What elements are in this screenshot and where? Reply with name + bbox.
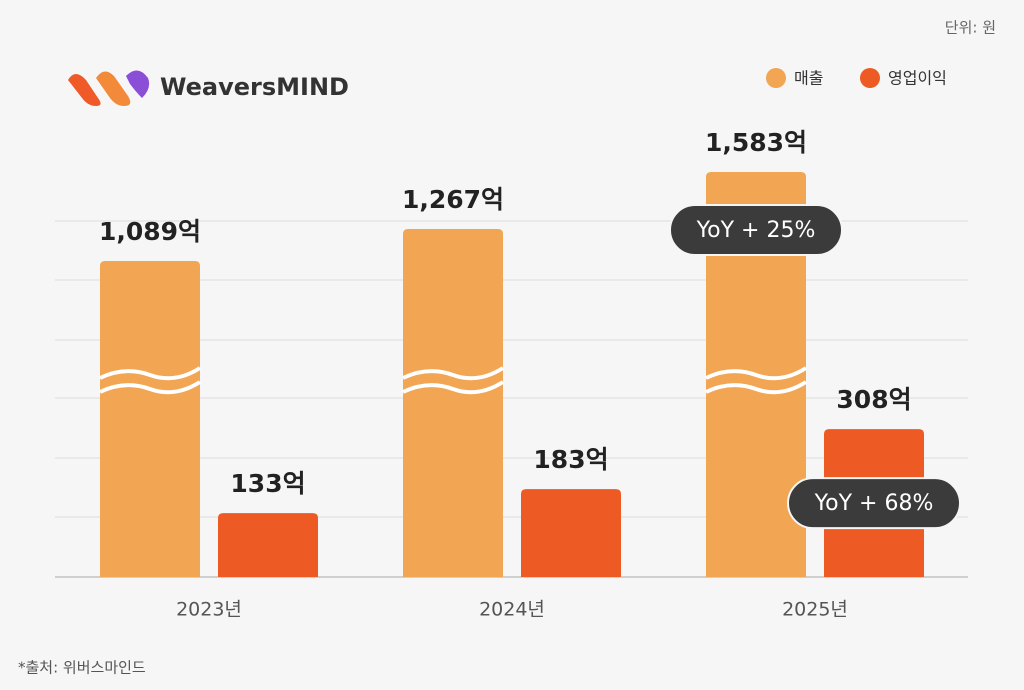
value-label: 133억 xyxy=(230,469,305,498)
x-tick-label: 2023년 xyxy=(176,599,242,621)
legend-label: 매출 xyxy=(794,69,823,88)
legend-swatch xyxy=(860,68,880,88)
logo-mark xyxy=(96,71,131,106)
value-label: 183억 xyxy=(533,445,608,474)
axis-break xyxy=(99,366,202,395)
unit-note: 단위: 원 xyxy=(945,19,996,37)
bar xyxy=(218,513,318,577)
axis-break xyxy=(705,366,808,395)
value-label: 308억 xyxy=(836,385,911,414)
x-tick-label: 2025년 xyxy=(782,599,848,621)
source: *출처: 위버스마인드 xyxy=(18,659,146,677)
logo-mark xyxy=(68,74,101,106)
x-tick-label: 2024년 xyxy=(479,599,545,621)
annotation-text: YoY + 68% xyxy=(814,491,934,516)
bar xyxy=(100,260,200,577)
logo-mark xyxy=(126,70,150,98)
annotation-pill xyxy=(787,477,961,530)
annotation-pill xyxy=(669,204,843,257)
legend-label: 영업이익 xyxy=(888,69,947,88)
bar xyxy=(521,489,621,577)
bar xyxy=(403,228,503,577)
logo xyxy=(68,70,150,106)
legend-swatch xyxy=(766,68,786,88)
annotation-text: YoY + 25% xyxy=(696,218,816,243)
axis-break xyxy=(402,366,505,395)
value-label: 1,267억 xyxy=(402,185,504,214)
brand: WeaversMIND xyxy=(160,73,349,101)
value-label: 1,089억 xyxy=(99,217,201,246)
value-label: 1,583억 xyxy=(705,128,807,157)
